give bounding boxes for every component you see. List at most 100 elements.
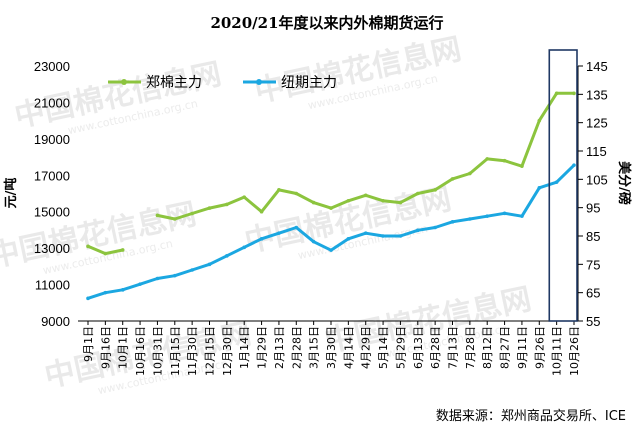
y-left-tick-label: 19000	[34, 132, 70, 147]
data-point	[554, 91, 559, 96]
data-point	[225, 202, 229, 207]
data-point	[155, 213, 160, 218]
data-point	[520, 214, 524, 218]
data-point	[346, 198, 351, 203]
x-tick-label: 6月13日	[412, 326, 425, 369]
y-axis-left-label: 元/吨	[3, 178, 19, 209]
x-tick-label: 11月30日	[186, 326, 199, 376]
x-tick-label: 2月13日	[273, 326, 286, 369]
x-axis: 9月1日 9月16日 10月1日 10月16日 10月31日 11月15日 11月30日 12…	[82, 321, 581, 376]
data-point	[86, 244, 90, 249]
x-tick-label: 1月29日	[256, 326, 269, 369]
data-point	[190, 211, 194, 216]
x-tick-label: 4月29日	[360, 326, 373, 369]
data-point	[329, 206, 333, 210]
y-left-tick-label: 17000	[34, 168, 70, 183]
data-point	[433, 188, 437, 192]
data-point	[172, 273, 177, 278]
y-axis-left: 23000 21000 19000 17000 15000 13000 11000 9000	[34, 59, 70, 329]
x-tick-label: 4月14日	[342, 326, 355, 369]
data-point	[520, 164, 524, 168]
y-left-tick-label: 21000	[34, 95, 70, 110]
y-right-tick-label: 55	[586, 314, 600, 329]
data-point	[433, 225, 437, 230]
data-point	[120, 288, 125, 292]
x-tick-label: 10月26日	[568, 326, 581, 376]
data-point	[381, 198, 385, 203]
data-point	[242, 195, 247, 199]
data-point	[277, 231, 281, 235]
y-right-tick-label: 65	[586, 286, 600, 301]
x-tick-label: 8月27日	[499, 326, 512, 369]
data-point	[190, 268, 194, 272]
x-tick-label: 12月30日	[221, 326, 234, 376]
data-point	[311, 239, 316, 244]
x-tick-label: 11月15日	[169, 326, 182, 376]
x-tick-label: 10月11日	[551, 326, 564, 376]
y-left-tick-label: 9000	[41, 314, 70, 329]
y-right-tick-label: 145	[586, 59, 608, 74]
x-tick-label: 8月12日	[481, 326, 494, 369]
data-point	[381, 234, 385, 238]
x-tick-label: 10月31日	[151, 326, 164, 376]
data-point	[537, 118, 542, 123]
data-point	[554, 180, 559, 184]
data-point	[311, 200, 316, 205]
data-point	[485, 214, 490, 218]
data-point	[103, 290, 108, 295]
x-tick-label: 6月28日	[429, 326, 442, 369]
data-point	[207, 206, 212, 210]
data-point	[294, 191, 299, 196]
data-point	[259, 237, 264, 241]
data-point	[450, 177, 455, 181]
x-tick-label: 9月1日	[82, 326, 95, 362]
data-point	[86, 296, 90, 301]
x-tick-label: 5月14日	[377, 326, 390, 369]
y-right-tick-label: 115	[586, 144, 607, 159]
data-point	[294, 225, 299, 230]
data-point	[450, 220, 455, 224]
data-point	[103, 251, 108, 256]
highlight-box	[548, 49, 578, 322]
data-point	[277, 188, 281, 192]
data-point	[120, 248, 125, 252]
y-left-tick-label: 23000	[34, 59, 70, 74]
legend-label: 郑棉主力	[146, 74, 202, 91]
data-point	[572, 91, 576, 96]
data-point	[242, 245, 247, 250]
chart-title: 2020/21年度以来内外棉期货运行	[210, 14, 443, 32]
x-tick-label: 2月28日	[290, 326, 303, 369]
data-point	[172, 217, 177, 221]
data-point	[138, 282, 142, 286]
series-layer	[86, 91, 576, 301]
y-right-tick-label: 85	[586, 229, 600, 244]
y-right-tick-label: 105	[586, 172, 608, 187]
x-tick-label: 10月16日	[134, 326, 147, 376]
data-point	[363, 193, 368, 198]
data-point	[346, 237, 351, 241]
data-point	[398, 234, 403, 238]
y-right-tick-label: 75	[586, 257, 600, 272]
data-point	[329, 248, 333, 252]
data-source-note: 数据来源：郑州商品交易所、ICE	[436, 408, 626, 424]
x-tick-label: 5月29日	[394, 326, 407, 369]
data-point	[415, 228, 420, 233]
data-point	[207, 262, 212, 267]
x-tick-label: 7月28日	[464, 326, 477, 369]
y-right-tick-label: 135	[586, 87, 608, 102]
y-right-tick-label: 125	[586, 116, 608, 131]
y-axis-right-label: 美分/磅	[616, 161, 632, 205]
data-point	[225, 254, 229, 258]
x-tick-label: 10月1日	[117, 326, 130, 369]
x-tick-label: 12月15日	[204, 326, 217, 376]
y-right-tick-label: 95	[586, 201, 600, 216]
x-tick-label: 3月15日	[308, 326, 321, 369]
y-left-tick-label: 15000	[34, 205, 70, 220]
y-left-tick-label: 13000	[34, 241, 70, 256]
data-point	[485, 157, 490, 161]
x-tick-label: 9月16日	[99, 326, 112, 369]
data-point	[468, 171, 472, 176]
data-point	[572, 163, 576, 167]
data-point	[468, 217, 472, 221]
